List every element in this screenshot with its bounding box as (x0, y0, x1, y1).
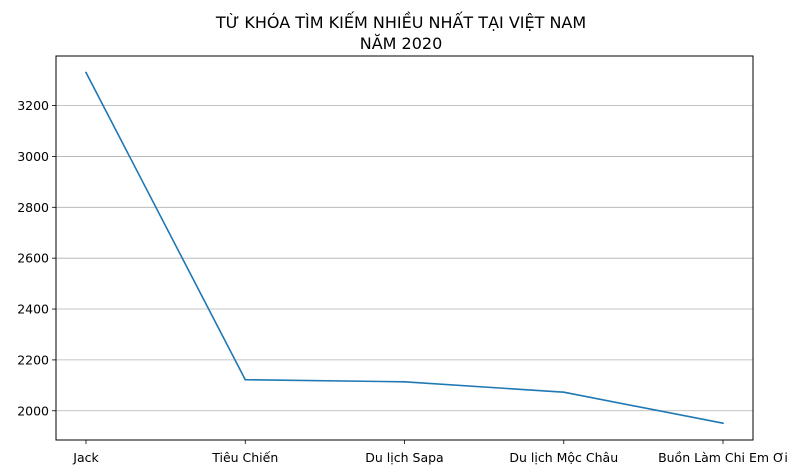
y-tick-label-2200: 2200 (17, 352, 49, 367)
x-tick-label-3: Du lịch Mộc Châu (509, 450, 618, 465)
data-point-0-3 (562, 391, 565, 394)
y-axis: 2000 2200 2400 2600 2800 3000 3200 (17, 98, 56, 418)
y-tick-label-3000: 3000 (17, 149, 49, 164)
x-axis: Jack Tiêu Chiến Du lịch Sapa Du lịch Mộc Ch… (72, 440, 788, 465)
series-lines (85, 71, 724, 425)
y-tick-label-3200: 3200 (17, 98, 49, 113)
y-tick-label-2000: 2000 (17, 403, 49, 418)
data-point-0-4 (722, 422, 724, 425)
x-tick-label-1: Tiêu Chiến (211, 450, 278, 465)
x-tick-label-0: Jack (72, 450, 99, 465)
chart-title-line-1: TỪ KHÓA TÌM KIẾM NHIỀU NHẤT TẠI VIỆT NAM (215, 11, 586, 32)
x-tick-label-2: Du lịch Sapa (365, 450, 443, 465)
y-tick-label-2400: 2400 (17, 302, 49, 317)
series-line-0 (85, 72, 724, 424)
y-tick-label-2600: 2600 (17, 251, 49, 266)
chart-title-line-2: NĂM 2020 (360, 34, 443, 53)
data-point-0-2 (403, 380, 406, 383)
x-tick-label-4: Buồn Làm Chi Em Ơi (658, 450, 788, 465)
y-tick-label-2800: 2800 (17, 200, 49, 215)
data-point-0-0 (85, 71, 87, 74)
data-point-0-1 (244, 378, 247, 381)
gridlines (56, 105, 753, 412)
